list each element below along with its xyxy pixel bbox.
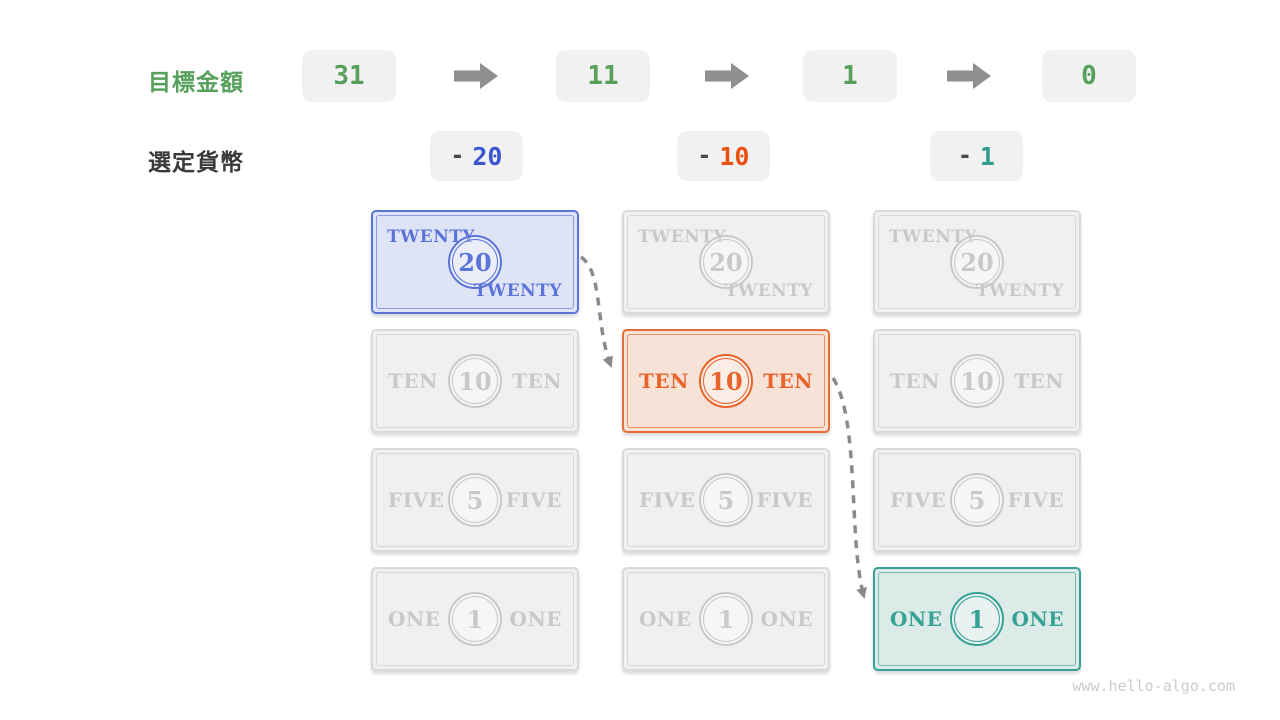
note-word-right: FIVE <box>756 488 813 512</box>
banknote-ten-col2-selected: TEN 10 TEN <box>622 329 830 433</box>
coin-seal: 20 <box>950 235 1004 289</box>
note-value: 20 <box>960 247 994 277</box>
banknote-twenty-col3: TWENTY 20 TWENTY <box>873 210 1081 314</box>
amount-value: 31 <box>333 61 365 91</box>
note-word-bottom-right: TWENTY <box>473 281 562 301</box>
minus-sign: - <box>450 143 465 169</box>
note-word-left: FIVE <box>890 488 947 512</box>
note-word-right: FIVE <box>1007 488 1064 512</box>
coin-seal: 10 <box>448 354 502 408</box>
note-word-right: TEN <box>763 369 813 393</box>
note-word-left: TEN <box>890 369 940 393</box>
banknote-one-col2: ONE 1 ONE <box>622 567 830 671</box>
note-value: 5 <box>466 485 484 515</box>
amount-chip-11: 11 <box>556 50 650 102</box>
banknote-twenty-col1-selected: TWENTY 20 TWENTY <box>371 210 579 314</box>
amount-chip-0: 0 <box>1042 50 1136 102</box>
coin-seal: 5 <box>950 473 1004 527</box>
banknote-grid: TWENTY 20 TWENTY TEN 10 TEN FIVE 5 FIVE … <box>371 210 1081 671</box>
note-word-bottom-right: TWENTY <box>975 281 1064 301</box>
banknote-ten-col1: TEN 10 TEN <box>371 329 579 433</box>
note-word-right: ONE <box>1011 607 1064 631</box>
note-word-left: FIVE <box>639 488 696 512</box>
minus-sign: - <box>697 143 712 169</box>
note-word-right: ONE <box>509 607 562 631</box>
note-word-left: ONE <box>388 607 441 631</box>
note-value: 20 <box>458 247 492 277</box>
coin-seal: 1 <box>699 592 753 646</box>
banknote-five-col3: FIVE 5 FIVE <box>873 448 1081 552</box>
selection-chip-minus-1: -1 <box>930 131 1023 181</box>
block-arrow-icon <box>705 63 749 89</box>
selection-value: 20 <box>472 141 503 171</box>
note-value: 5 <box>968 485 986 515</box>
note-word-left: ONE <box>639 607 692 631</box>
note-value: 10 <box>458 366 492 396</box>
note-word-right: TEN <box>1014 369 1064 393</box>
banknote-one-col3-selected: ONE 1 ONE <box>873 567 1081 671</box>
note-word-left: TEN <box>388 369 438 393</box>
block-arrow-icon <box>947 63 991 89</box>
selected-coin-label: 選定貨幣 <box>148 150 244 176</box>
target-amount-label: 目標金額 <box>148 70 244 96</box>
banknote-ten-col3: TEN 10 TEN <box>873 329 1081 433</box>
note-value: 1 <box>717 604 735 634</box>
coin-seal: 20 <box>448 235 502 289</box>
note-value: 5 <box>717 485 735 515</box>
coin-seal: 10 <box>950 354 1004 408</box>
note-value: 20 <box>709 247 743 277</box>
banknote-five-col2: FIVE 5 FIVE <box>622 448 830 552</box>
note-word-right: ONE <box>760 607 813 631</box>
banknote-twenty-col2: TWENTY 20 TWENTY <box>622 210 830 314</box>
coin-seal: 5 <box>699 473 753 527</box>
amount-chip-31: 31 <box>302 50 396 102</box>
note-word-left: TEN <box>639 369 689 393</box>
block-arrow-icon <box>454 63 498 89</box>
note-word-right: FIVE <box>505 488 562 512</box>
selection-value: 10 <box>719 141 750 171</box>
selection-chip-minus-10: -10 <box>677 131 770 181</box>
coin-seal: 1 <box>448 592 502 646</box>
note-value: 1 <box>968 604 986 634</box>
note-word-top-left: TWENTY <box>387 227 476 247</box>
amount-value: 0 <box>1081 61 1097 91</box>
note-word-right: TEN <box>512 369 562 393</box>
note-word-left: FIVE <box>388 488 445 512</box>
note-value: 1 <box>466 604 484 634</box>
note-value: 10 <box>960 366 994 396</box>
selection-chip-minus-20: -20 <box>430 131 523 181</box>
note-word-bottom-right: TWENTY <box>724 281 813 301</box>
amount-chip-1: 1 <box>803 50 897 102</box>
amount-value: 11 <box>587 61 619 91</box>
site-watermark: www.hello-algo.com <box>1072 677 1235 695</box>
banknote-one-col1: ONE 1 ONE <box>371 567 579 671</box>
note-word-top-left: TWENTY <box>638 227 727 247</box>
coin-seal: 1 <box>950 592 1004 646</box>
note-word-top-left: TWENTY <box>889 227 978 247</box>
banknote-five-col1: FIVE 5 FIVE <box>371 448 579 552</box>
coin-seal: 20 <box>699 235 753 289</box>
selection-value: 1 <box>979 141 995 171</box>
note-value: 10 <box>709 366 743 396</box>
note-word-left: ONE <box>890 607 943 631</box>
minus-sign: - <box>958 143 972 169</box>
amount-value: 1 <box>842 61 858 91</box>
coin-seal: 10 <box>699 354 753 408</box>
coin-seal: 5 <box>448 473 502 527</box>
